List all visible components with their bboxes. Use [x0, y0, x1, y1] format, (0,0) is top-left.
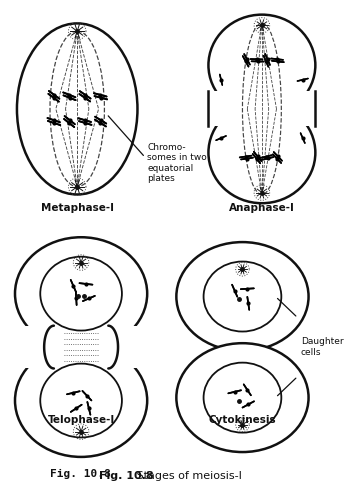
Bar [15, 326, 147, 368]
Text: Anaphase-I: Anaphase-I [229, 203, 295, 213]
Ellipse shape [17, 24, 137, 194]
Ellipse shape [208, 102, 315, 203]
Text: Telophase-I: Telophase-I [47, 415, 115, 425]
Text: Fig. 10.8: Fig. 10.8 [98, 470, 153, 481]
Ellipse shape [208, 15, 315, 116]
Ellipse shape [176, 242, 309, 351]
Text: Metaphase-I: Metaphase-I [41, 203, 114, 213]
Text: Daughter
cells: Daughter cells [301, 337, 343, 357]
Ellipse shape [176, 343, 309, 452]
Bar [208, 91, 315, 126]
Text: Chromo-
somes in two
equatorial
plates: Chromo- somes in two equatorial plates [147, 143, 207, 183]
Ellipse shape [15, 344, 147, 457]
Ellipse shape [15, 237, 147, 350]
Text: Cytokinesis: Cytokinesis [209, 415, 276, 425]
Text: Stages of meiosis-I: Stages of meiosis-I [133, 470, 241, 481]
Text: Fig. 10.8: Fig. 10.8 [50, 468, 111, 479]
